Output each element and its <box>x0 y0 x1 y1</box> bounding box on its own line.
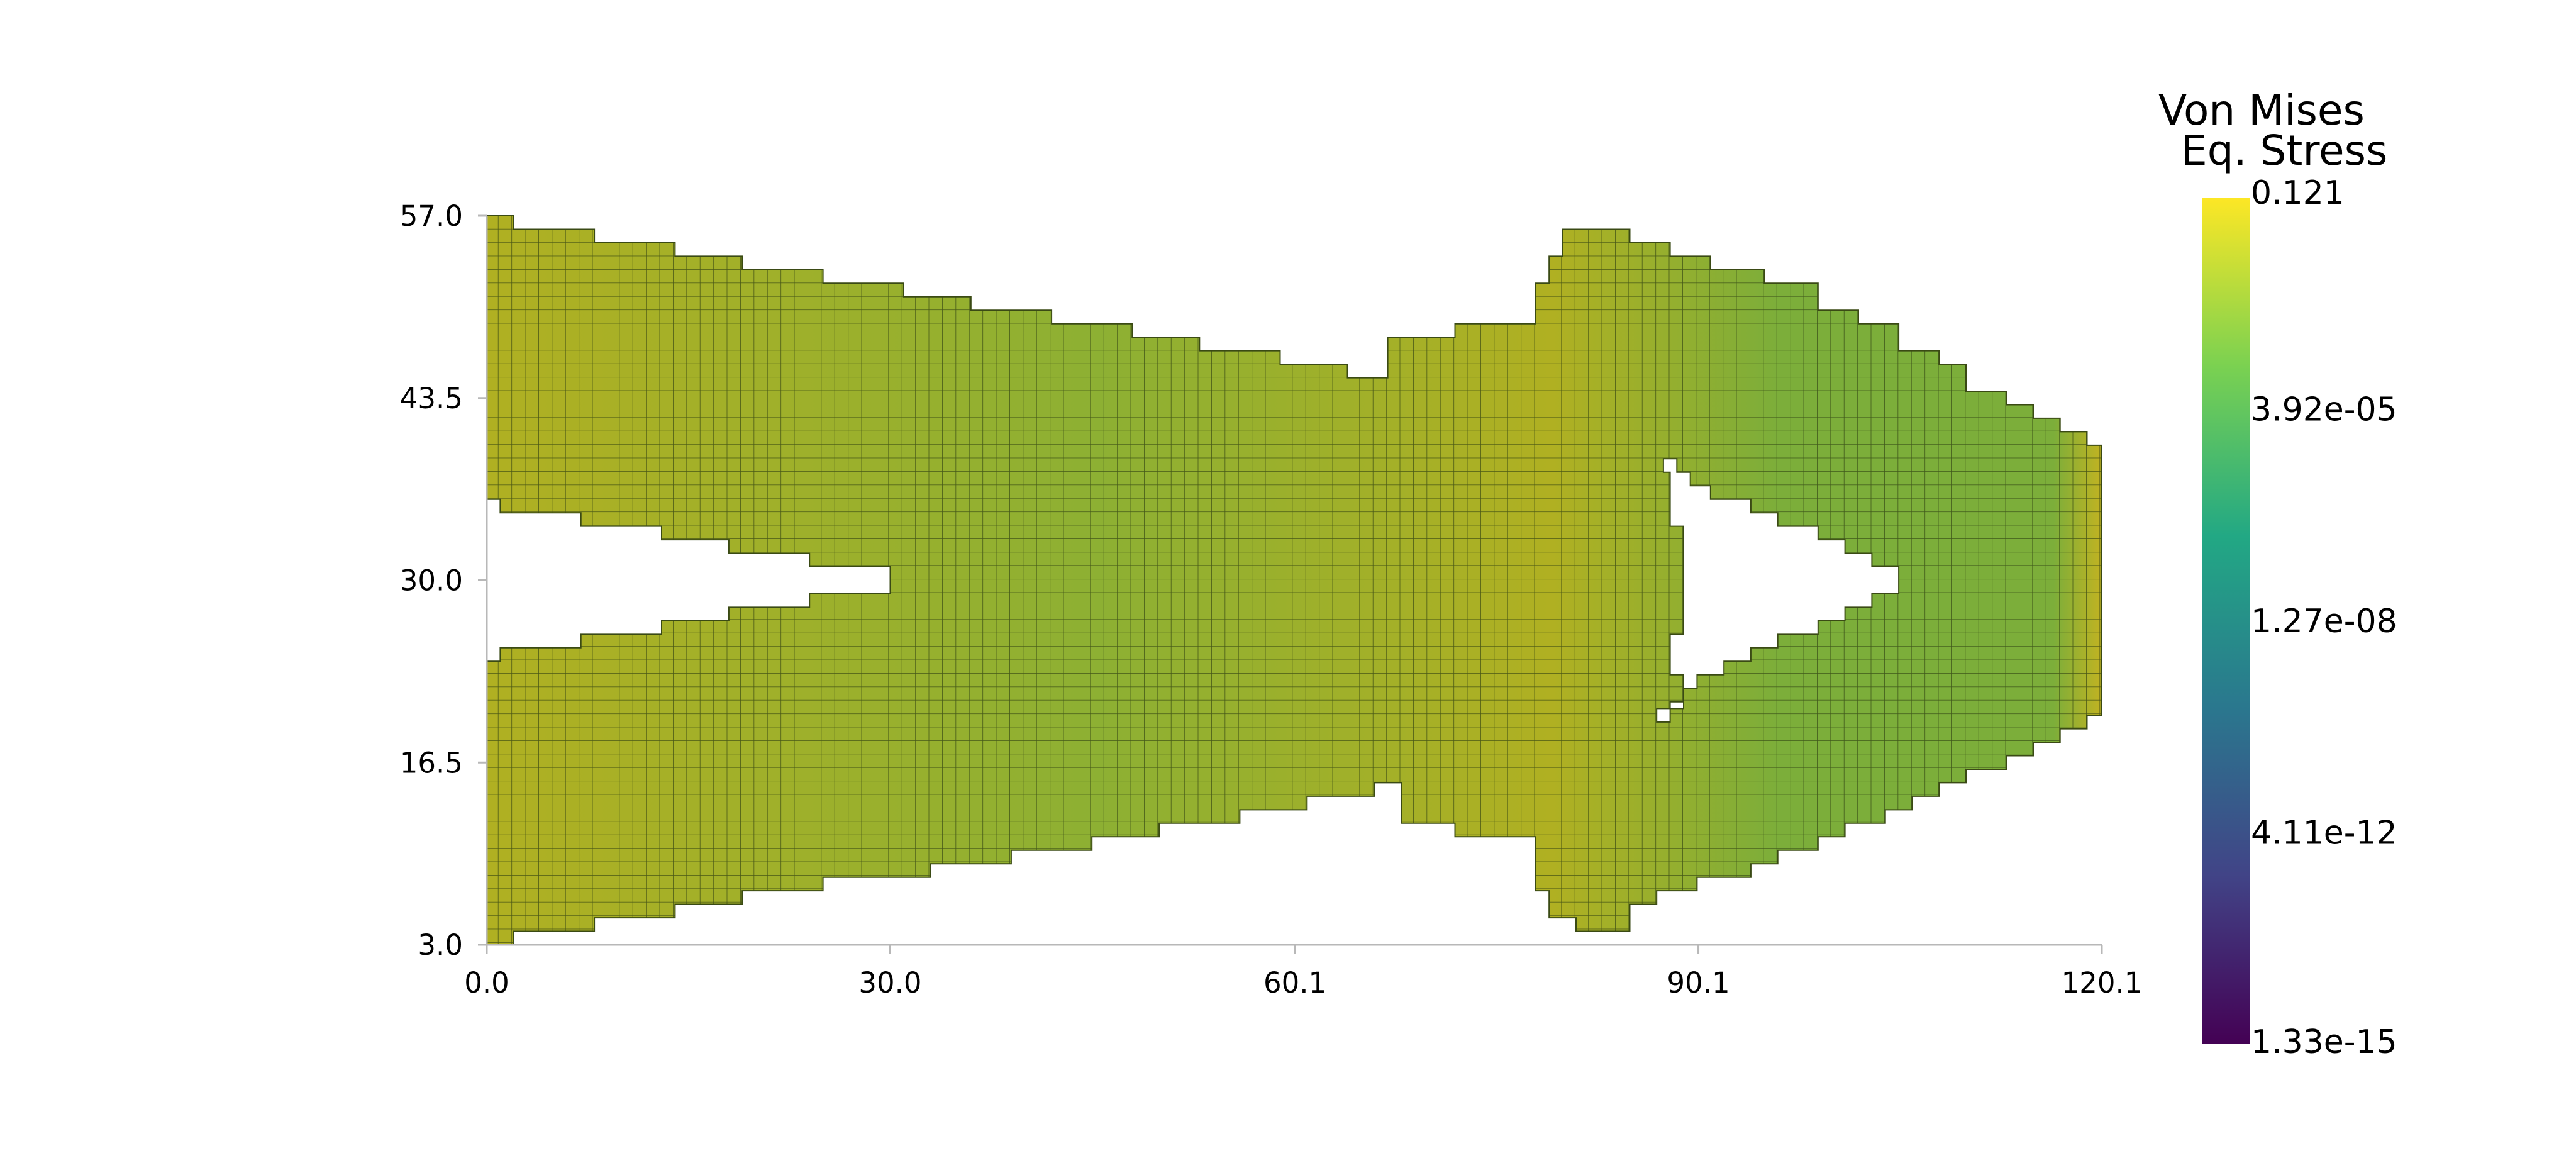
colorbar-title-line1: Von Mises <box>2158 86 2365 135</box>
colorbar-tick-label: 4.11e-12 <box>2251 815 2397 852</box>
colorbar-tick-label: 1.27e-08 <box>2251 603 2397 640</box>
x-tick-label: 90.1 <box>1667 966 1729 999</box>
y-tick-label: 30.0 <box>400 564 463 598</box>
x-tick-label: 30.0 <box>858 966 921 999</box>
colorbar-title-line2: Eq. Stress <box>2181 126 2387 175</box>
x-tick-label: 120.1 <box>2062 966 2143 999</box>
colorbar-labels: 0.121 3.92e-05 1.27e-08 4.11e-12 1.33e-15 <box>2251 174 2397 1061</box>
colorbar-tick-label: 0.121 <box>2251 174 2345 212</box>
colorbar-tick-label: 1.33e-15 <box>2251 1023 2397 1061</box>
colorbar-gradient <box>2202 198 2250 1044</box>
x-tick-label: 0.0 <box>464 966 509 999</box>
axes: 0.0 30.0 60.1 90.1 120.1 57.0 43.5 30.0 16.5 3.0 <box>400 199 2143 999</box>
y-tick-label: 43.5 <box>400 382 463 415</box>
colorbar-tick-label: 3.92e-05 <box>2251 391 2397 429</box>
y-tick-label: 16.5 <box>400 746 463 779</box>
y-tick-label: 3.0 <box>418 928 463 962</box>
x-ticks: 0.0 30.0 60.1 90.1 120.1 <box>464 945 2142 999</box>
x-tick-label: 60.1 <box>1263 966 1326 999</box>
colorbar: Von Mises Eq. Stress 0.121 3.92e-05 1.27e-… <box>2158 86 2397 1061</box>
y-ticks: 57.0 43.5 30.0 16.5 3.0 <box>400 199 487 962</box>
y-tick-label: 57.0 <box>400 199 463 233</box>
